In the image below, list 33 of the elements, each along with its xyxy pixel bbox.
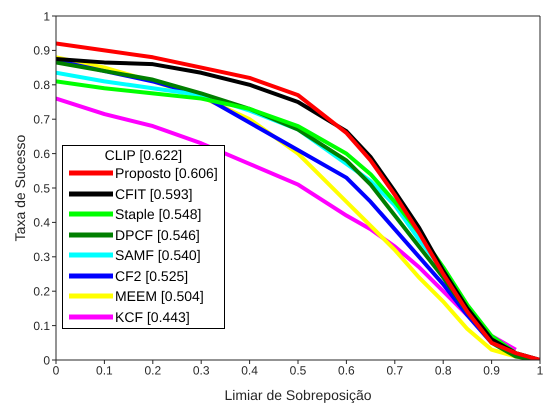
y-tick-label: 0 bbox=[43, 353, 50, 368]
x-tick-label: 0.1 bbox=[96, 364, 114, 378]
legend-label: CF2 [0.525] bbox=[115, 266, 188, 286]
x-tick-label: 0.8 bbox=[434, 364, 452, 378]
y-tick-label: 0.2 bbox=[33, 284, 50, 298]
legend-label: MEEM [0.504] bbox=[115, 287, 204, 306]
x-tick-label: 0.4 bbox=[241, 364, 258, 378]
legend-label: Proposto [0.606] bbox=[115, 164, 218, 183]
x-axis-title: Limiar de Sobreposição bbox=[224, 387, 372, 403]
y-axis-title: Taxa de Sucesso bbox=[12, 134, 28, 242]
x-tick-label: 0.7 bbox=[386, 364, 404, 378]
x-tick-label: 0.6 bbox=[338, 364, 356, 378]
y-tick-label: 0.3 bbox=[33, 250, 50, 264]
x-tick-label: 0 bbox=[52, 364, 60, 378]
y-tick-label: 0.9 bbox=[33, 44, 50, 58]
y-tick-label: 0.7 bbox=[33, 112, 50, 126]
x-tick-label: 1 bbox=[536, 364, 544, 378]
legend-label: DPCF [0.546] bbox=[115, 226, 200, 245]
y-tick-label: 1 bbox=[43, 9, 50, 24]
x-tick-label: 0.3 bbox=[192, 364, 210, 378]
legend-title: CLIP [0.622] bbox=[104, 147, 184, 163]
y-tick-label: 0.5 bbox=[33, 181, 50, 196]
y-tick-label: 0.1 bbox=[33, 318, 50, 333]
legend-label: SAMF [0.540] bbox=[115, 246, 201, 265]
x-tick-label: 0.2 bbox=[144, 364, 162, 378]
legend-label: CFIT [0.593] bbox=[115, 184, 193, 204]
y-tick-label: 0.8 bbox=[33, 78, 50, 92]
y-tick-label: 0.6 bbox=[33, 146, 50, 161]
x-tick-label: 0.9 bbox=[483, 364, 500, 378]
y-tick-label: 0.4 bbox=[33, 216, 50, 230]
legend-label: Staple [0.548] bbox=[115, 205, 202, 224]
legend-label: KCF [0.443] bbox=[115, 308, 190, 327]
x-tick-label: 0.5 bbox=[290, 364, 307, 378]
